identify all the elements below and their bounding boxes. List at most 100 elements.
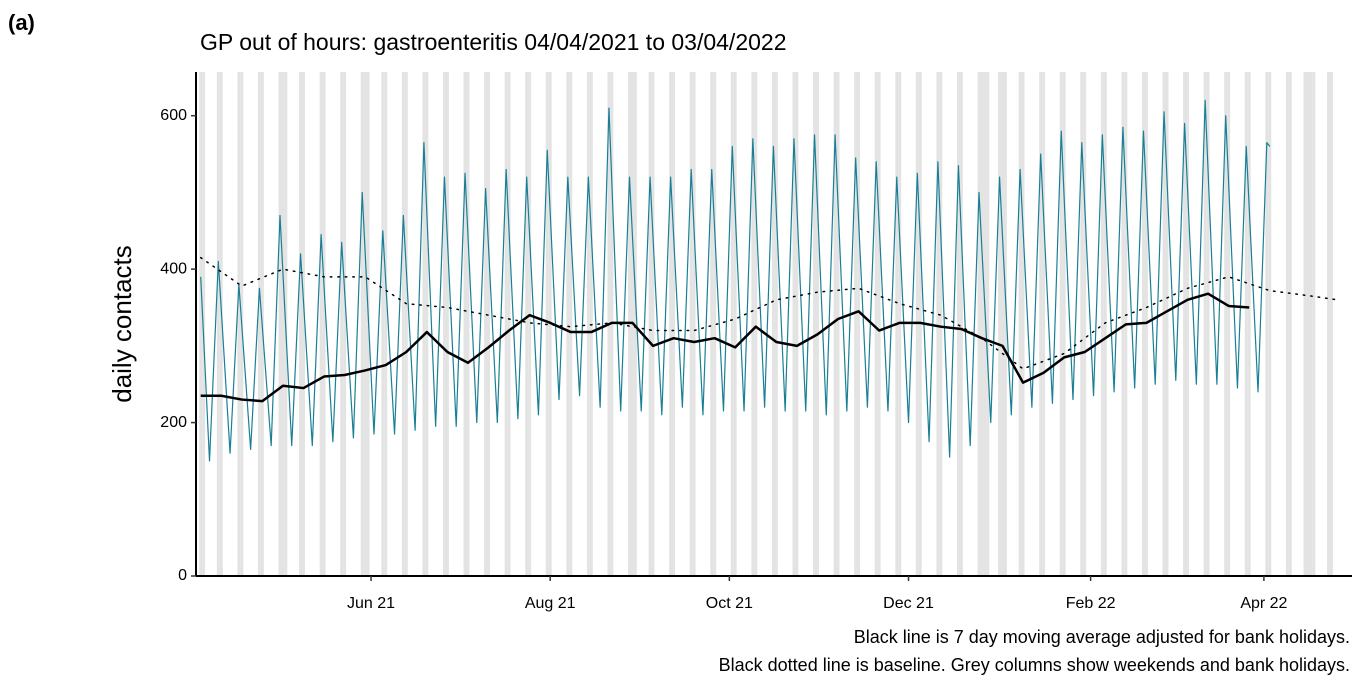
- shaded-day: [281, 72, 285, 576]
- shaded-day: [1062, 72, 1066, 576]
- shaded-day: [1001, 72, 1004, 576]
- shaded-day: [202, 72, 206, 576]
- x-tick-label: Feb 22: [1066, 595, 1116, 612]
- shaded-day: [1288, 72, 1292, 576]
- series-line: [200, 99, 1271, 462]
- shaded-day: [404, 72, 408, 576]
- shaded-day: [340, 72, 344, 576]
- y-tick-label: 0: [178, 567, 187, 584]
- footnote: Black dotted line is baseline. Grey colu…: [719, 655, 1350, 675]
- chart-title: GP out of hours: gastroenteritis 04/04/2…: [200, 29, 787, 55]
- shaded-day: [1306, 72, 1310, 576]
- shaded-day: [528, 72, 532, 576]
- shaded-day: [1080, 72, 1084, 576]
- shaded-day: [1162, 72, 1166, 576]
- shaded-day: [463, 72, 467, 576]
- plot-area: 0 200 400 600 Jun 21 Aug 21 Oct 21 Dec 21 Feb 22…: [160, 72, 1352, 612]
- shaded-day: [525, 72, 529, 576]
- shaded-day: [998, 72, 1002, 576]
- shaded-day: [299, 72, 303, 576]
- shaded-day: [1100, 72, 1104, 576]
- shaded-day: [504, 72, 508, 576]
- x-tick-label: Dec 21: [883, 595, 934, 612]
- shaded-day: [589, 72, 593, 576]
- shaded-day: [422, 72, 426, 576]
- shaded-day: [278, 72, 282, 576]
- shaded-day: [1021, 72, 1025, 576]
- shaded-day: [216, 72, 220, 576]
- shaded-day: [1309, 72, 1313, 576]
- shaded-day: [1268, 72, 1272, 576]
- y-tick-label: 600: [160, 107, 187, 124]
- shaded-day: [360, 72, 364, 576]
- shaded-day: [1285, 72, 1289, 576]
- shaded-day: [566, 72, 570, 576]
- shaded-day: [1224, 72, 1228, 576]
- shaded-day: [983, 72, 987, 576]
- shaded-day: [1247, 72, 1251, 576]
- series-line: [199, 256, 1339, 370]
- shaded-day: [343, 72, 347, 576]
- shaded-day: [1186, 72, 1189, 576]
- shaded-day: [956, 72, 960, 576]
- shaded-day: [586, 72, 590, 576]
- shaded-day: [836, 72, 840, 576]
- shaded-day: [466, 72, 470, 576]
- shaded-day: [507, 72, 511, 576]
- shaded-day: [363, 72, 367, 576]
- shaded-day: [833, 72, 837, 576]
- panel-label: (a): [8, 10, 35, 35]
- shaded-day: [710, 72, 714, 576]
- shaded-day: [774, 72, 778, 576]
- shaded-day: [443, 72, 446, 576]
- shaded-day: [651, 72, 655, 576]
- shaded-day: [857, 72, 861, 576]
- shaded-day: [1227, 72, 1231, 576]
- y-tick-label: 200: [160, 414, 187, 431]
- shaded-day: [425, 72, 429, 576]
- shaded-day: [1327, 72, 1330, 576]
- shaded-day: [730, 72, 734, 576]
- shaded-day: [381, 72, 385, 576]
- shaded-day: [1329, 72, 1333, 576]
- shaded-day: [986, 72, 990, 576]
- shaded-day: [754, 72, 758, 576]
- shaded-day: [1121, 72, 1125, 576]
- shaded-day: [815, 72, 819, 576]
- shaded-day: [792, 72, 796, 576]
- shaded-day: [1303, 72, 1307, 576]
- shaded-day: [569, 72, 573, 576]
- y-tick-label: 400: [160, 260, 187, 277]
- shaded-day: [1039, 72, 1043, 576]
- shaded-day: [692, 72, 696, 576]
- x-tick-label: Apr 22: [1240, 595, 1287, 612]
- shaded-day: [1018, 72, 1022, 576]
- shaded-day: [771, 72, 775, 576]
- shaded-day: [384, 72, 388, 576]
- series-line: [200, 292, 1250, 403]
- shaded-day: [1003, 72, 1007, 576]
- shaded-day: [939, 72, 943, 576]
- shaded-day: [874, 72, 878, 576]
- shaded-day: [795, 72, 799, 576]
- shaded-day: [713, 72, 717, 576]
- shaded-day: [199, 72, 203, 576]
- x-tick-label: Oct 21: [706, 595, 753, 612]
- shaded-day: [322, 72, 326, 576]
- shaded-day: [633, 72, 637, 576]
- shaded-day: [219, 72, 223, 576]
- shaded-day: [302, 72, 305, 576]
- shaded-day: [1244, 72, 1248, 576]
- shaded-day: [237, 72, 241, 576]
- x-tick-label: Aug 21: [525, 595, 576, 612]
- shaded-day: [689, 72, 693, 576]
- shaded-day: [401, 72, 405, 576]
- shaded-day: [1083, 72, 1087, 576]
- shaded-day: [733, 72, 737, 576]
- shaded-day: [813, 72, 816, 576]
- shaded-day: [257, 72, 261, 576]
- shaded-day: [854, 72, 858, 576]
- y-axis-label: daily contacts: [107, 245, 137, 403]
- shaded-day: [877, 72, 881, 576]
- shaded-day: [648, 72, 652, 576]
